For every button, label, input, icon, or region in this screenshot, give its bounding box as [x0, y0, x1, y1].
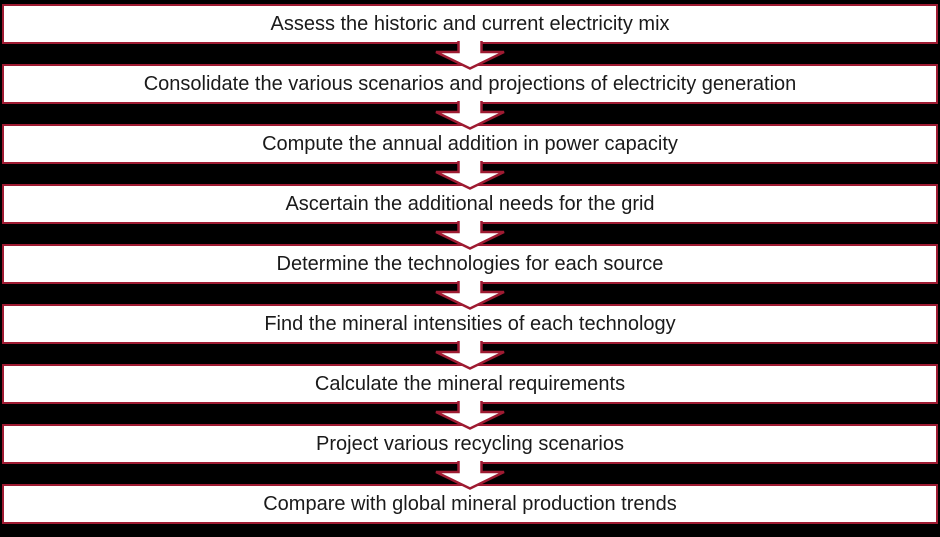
down-arrow-icon [435, 281, 505, 310]
flow-step-3-label: Compute the annual addition in power cap… [262, 133, 678, 155]
flow-step-1: Assess the historic and current electric… [2, 4, 938, 44]
flow-step-2-label: Consolidate the various scenarios and pr… [143, 73, 797, 95]
down-arrow-icon [435, 401, 505, 430]
down-arrow-icon [435, 41, 505, 70]
flow-step-9-label: Compare with global mineral production t… [263, 493, 677, 515]
down-arrow-icon [435, 161, 505, 190]
flow-step-5-label: Determine the technologies for each sour… [276, 253, 664, 275]
down-arrow-icon [435, 101, 505, 130]
flow-step-6: Find the mineral intensities of each tec… [2, 304, 938, 344]
down-arrow-icon [435, 341, 505, 370]
flow-step-7-label: Calculate the mineral requirements [314, 373, 626, 395]
flow-step-8-label: Project various recycling scenarios [316, 433, 624, 455]
down-arrow-icon [435, 461, 505, 490]
flow-step-7: Calculate the mineral requirements [2, 364, 938, 404]
flow-step-4: Ascertain the additional needs for the g… [2, 184, 938, 224]
flow-step-1-label: Assess the historic and current electric… [270, 13, 670, 35]
flow-step-4-label: Ascertain the additional needs for the g… [285, 193, 655, 215]
down-arrow-icon [435, 221, 505, 250]
flow-step-6-label: Find the mineral intensities of each tec… [264, 313, 676, 335]
